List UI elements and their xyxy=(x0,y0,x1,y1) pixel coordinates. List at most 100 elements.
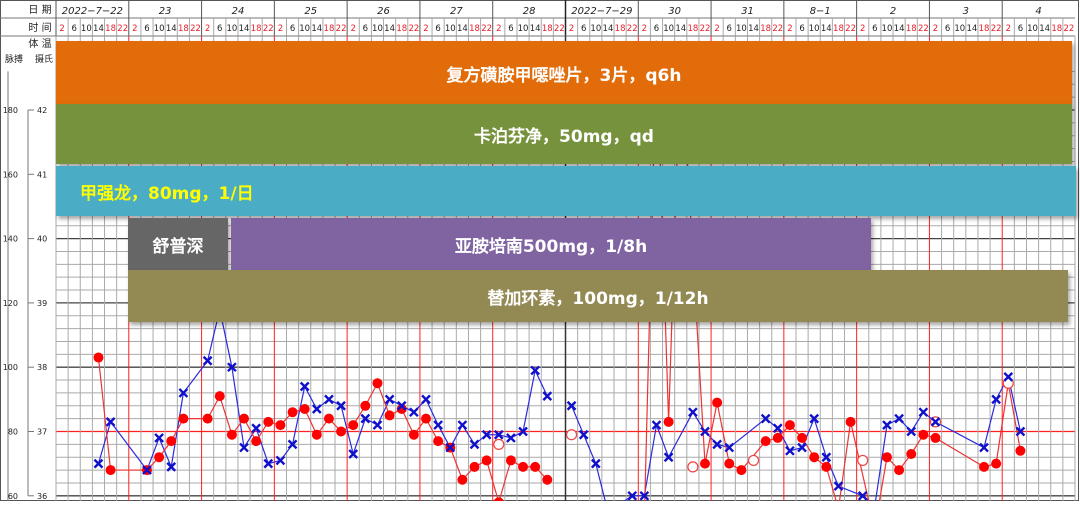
hour-label: 6 xyxy=(799,24,804,34)
temperature-open-point xyxy=(565,429,578,441)
date-label: 2022−7−22 xyxy=(62,6,123,17)
temp-tick-label: 41 xyxy=(37,170,47,179)
hour-label: 14 xyxy=(894,24,905,34)
pulse-point xyxy=(1003,371,1014,382)
pulse-tick-label: 140 xyxy=(3,235,18,244)
pulse-point xyxy=(142,465,152,475)
hour-label: 6 xyxy=(727,24,732,34)
hour-label: 14 xyxy=(311,24,322,34)
hour-label: 18 xyxy=(251,24,262,34)
temperature-point xyxy=(881,452,892,463)
hour-label: 6 xyxy=(290,24,295,34)
hour-label: 22 xyxy=(481,24,492,34)
medication-bar: 亚胺培南500mg，1/8h xyxy=(231,218,871,270)
hour-label: 22 xyxy=(190,24,201,34)
hour-label: 10 xyxy=(445,24,456,34)
hour-label: 14 xyxy=(966,24,977,34)
pulse-point xyxy=(481,429,492,440)
temperature-point xyxy=(894,465,905,476)
pulse-point xyxy=(809,413,820,424)
hour-label: 10 xyxy=(372,24,383,34)
hour-label: 14 xyxy=(675,24,686,34)
temperature-point xyxy=(287,407,298,418)
pulse-point xyxy=(166,462,177,472)
pulse-tick-label: 160 xyxy=(3,170,18,179)
pulse-point xyxy=(93,458,104,469)
pulse-tick-label: 80 xyxy=(8,428,18,437)
temperature-point xyxy=(202,413,213,424)
temperature-point xyxy=(214,391,225,402)
hour-label: 14 xyxy=(239,24,250,34)
temperature-point xyxy=(433,436,444,447)
hour-label: 10 xyxy=(882,24,893,34)
pulse-point xyxy=(227,362,237,373)
temperature-point xyxy=(166,436,177,447)
temperature-point xyxy=(979,461,990,472)
pulse-point xyxy=(178,388,189,398)
hour-label: 10 xyxy=(809,24,820,34)
pulse-tick-label: 180 xyxy=(3,106,18,115)
pulse-point xyxy=(202,355,213,366)
pulse-point xyxy=(154,433,164,443)
date-row-label: 日 期 xyxy=(28,4,51,16)
hour-label: 2 xyxy=(278,24,283,34)
medication-label: 亚胺培南500mg，1/8h xyxy=(454,236,648,257)
temperature-point xyxy=(930,432,941,443)
hour-label: 2 xyxy=(132,24,137,34)
pulse-point xyxy=(918,407,929,418)
pulse-point xyxy=(1015,426,1026,437)
hour-label: 18 xyxy=(906,24,917,34)
pulse-point xyxy=(263,458,274,469)
hour-label: 6 xyxy=(872,24,877,34)
hour-label: 10 xyxy=(1027,24,1038,34)
hour-label: 2 xyxy=(860,24,865,34)
pulse-point xyxy=(360,413,371,424)
pulse-point xyxy=(882,420,892,430)
hour-label: 22 xyxy=(263,24,274,34)
date-label: 3 xyxy=(963,6,969,17)
temp-tick-label: 40 xyxy=(37,235,47,244)
temperature-point xyxy=(809,452,820,463)
pulse-point xyxy=(324,394,334,405)
pulse-point xyxy=(457,420,468,430)
temperature-point xyxy=(760,436,771,447)
hour-label: 10 xyxy=(299,24,310,34)
hour-label: 18 xyxy=(542,24,553,34)
temperature-point xyxy=(239,413,250,424)
pulse-point xyxy=(979,442,989,453)
pulse-point xyxy=(930,417,941,427)
hour-label: 22 xyxy=(700,24,711,34)
temperature-point xyxy=(736,465,747,476)
hour-label: 6 xyxy=(144,24,149,34)
hour-label: 2 xyxy=(423,24,428,34)
temperature-point xyxy=(469,461,480,472)
medication-bar: 卡泊芬净，50mg，qd xyxy=(56,104,1072,164)
pulse-point xyxy=(894,413,904,424)
date-label: 27 xyxy=(450,6,463,17)
pulse-tick-label: 60 xyxy=(8,492,18,501)
medication-label: 复方磺胺甲噁唑片，3片，q6h xyxy=(446,65,682,86)
pulse-point xyxy=(542,391,553,401)
temperature-point xyxy=(178,413,189,424)
temperature-point xyxy=(105,465,116,476)
temp-tick-label: 39 xyxy=(37,299,47,308)
temperature-open-point xyxy=(687,461,699,473)
temperature-open-point xyxy=(857,454,869,467)
temp-tick-label: 38 xyxy=(37,363,47,372)
medication-label: 甲强龙，80mg，1/日 xyxy=(80,183,254,204)
hour-label: 18 xyxy=(324,24,335,34)
temperature-point xyxy=(311,429,322,440)
hour-label: 6 xyxy=(435,24,440,34)
hour-label: 22 xyxy=(772,24,783,34)
pulse-point xyxy=(275,455,286,466)
pulse-point xyxy=(384,394,395,405)
medication-bar: 甲强龙，80mg，1/日 xyxy=(56,166,1076,216)
temp-tick-label: 36 xyxy=(37,492,47,501)
temperature-point xyxy=(226,429,237,440)
hour-label: 14 xyxy=(821,24,832,34)
pulse-tick-label: 100 xyxy=(3,363,18,372)
temperature-point xyxy=(420,413,431,424)
temperature-point xyxy=(457,474,468,485)
plot-area xyxy=(93,40,1026,501)
temp-row-label: 体 温 xyxy=(28,38,51,50)
